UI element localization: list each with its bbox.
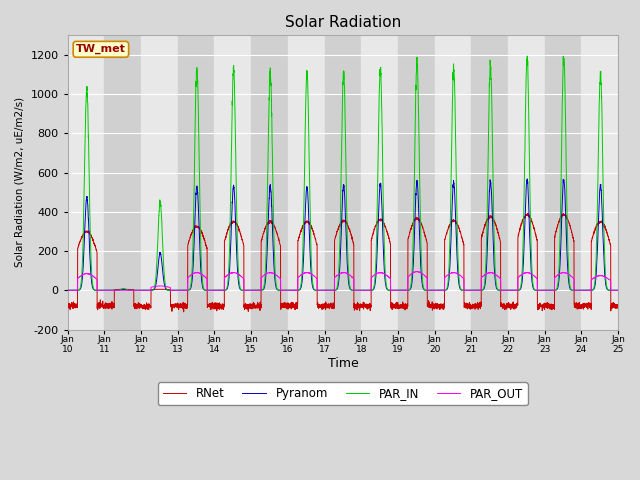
- Pyranom: [614, 288, 621, 293]
- Bar: [435, 36, 471, 329]
- PAR_IN: [436, 288, 444, 293]
- Bar: [471, 36, 508, 329]
- PAR_IN: [497, 288, 505, 293]
- Line: PAR_OUT: PAR_OUT: [68, 271, 618, 290]
- PAR_OUT: [614, 288, 621, 293]
- Legend: RNet, Pyranom, PAR_IN, PAR_OUT: RNet, Pyranom, PAR_IN, PAR_OUT: [158, 383, 528, 405]
- PAR_OUT: [412, 268, 420, 274]
- Bar: [141, 36, 178, 329]
- Bar: [508, 36, 545, 329]
- Pyranom: [497, 288, 505, 293]
- RNet: [467, 303, 474, 309]
- PAR_OUT: [467, 288, 474, 293]
- PAR_IN: [524, 53, 531, 59]
- Y-axis label: Solar Radiation (W/m2, uE/m2/s): Solar Radiation (W/m2, uE/m2/s): [15, 97, 25, 267]
- PAR_IN: [467, 288, 474, 293]
- PAR_OUT: [323, 288, 330, 293]
- Bar: [104, 36, 141, 329]
- Bar: [361, 36, 398, 329]
- PAR_OUT: [163, 284, 170, 289]
- Bar: [545, 36, 581, 329]
- PAR_OUT: [614, 288, 622, 293]
- Pyranom: [436, 288, 444, 293]
- Bar: [581, 36, 618, 329]
- PAR_IN: [614, 288, 622, 293]
- Line: RNet: RNet: [68, 214, 618, 312]
- RNet: [436, 305, 444, 311]
- RNet: [163, 287, 170, 292]
- Pyranom: [163, 287, 170, 293]
- PAR_IN: [163, 286, 170, 292]
- PAR_OUT: [436, 288, 444, 293]
- PAR_IN: [323, 288, 330, 293]
- Bar: [251, 36, 288, 329]
- Bar: [398, 36, 435, 329]
- Line: PAR_IN: PAR_IN: [68, 56, 618, 290]
- X-axis label: Time: Time: [328, 357, 358, 370]
- RNet: [180, 309, 188, 315]
- Pyranom: [323, 288, 330, 293]
- Pyranom: [614, 288, 622, 293]
- RNet: [498, 302, 506, 308]
- PAR_OUT: [498, 288, 506, 293]
- RNet: [559, 211, 567, 216]
- Line: Pyranom: Pyranom: [68, 179, 618, 290]
- Bar: [288, 36, 324, 329]
- Bar: [178, 36, 214, 329]
- Bar: [68, 36, 104, 329]
- RNet: [64, 304, 72, 310]
- Text: TW_met: TW_met: [76, 44, 126, 54]
- PAR_IN: [614, 288, 621, 293]
- PAR_IN: [64, 288, 72, 293]
- RNet: [323, 304, 330, 310]
- Pyranom: [467, 288, 474, 293]
- Bar: [214, 36, 251, 329]
- Pyranom: [64, 288, 72, 293]
- Title: Solar Radiation: Solar Radiation: [285, 15, 401, 30]
- Bar: [324, 36, 361, 329]
- PAR_OUT: [64, 288, 72, 293]
- Pyranom: [524, 176, 531, 182]
- RNet: [614, 304, 622, 310]
- RNet: [614, 305, 621, 311]
